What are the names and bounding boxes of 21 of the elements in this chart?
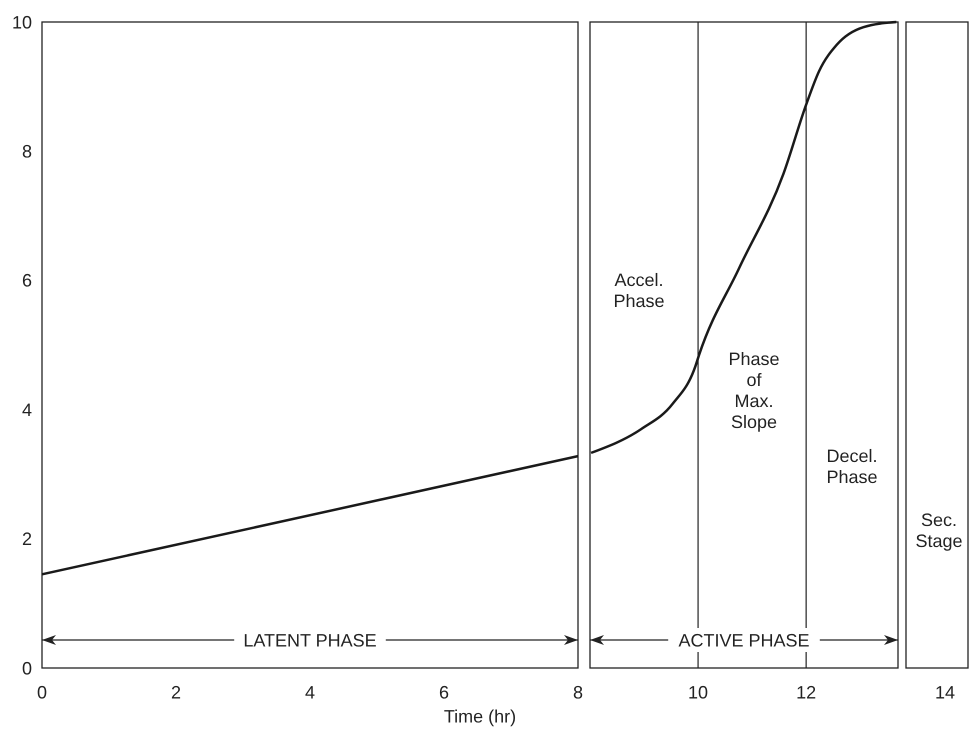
y-tick-label: 8 (22, 142, 32, 162)
y-tick-label: 2 (22, 529, 32, 550)
text: Sec. Stage (915, 510, 963, 551)
annotation: LATENT PHASE (243, 630, 377, 650)
x-tick-label: 0 (36, 682, 48, 702)
x-tick-label: 10 (688, 682, 708, 702)
x-tick-label: 2 (170, 682, 182, 702)
x-tick-label: 6 (438, 682, 450, 702)
annotation: Decel. Phase (826, 446, 878, 487)
annotation: Accel. Phase (613, 270, 665, 311)
x-tick-label: 12 (796, 682, 816, 702)
x-tick-label: 4 (304, 682, 316, 702)
y-tick-label: 10 (12, 12, 32, 32)
x-tick-label: 8 (572, 682, 584, 702)
annotation: ACTIVE PHASE (678, 630, 810, 650)
x-axis-title: Time (hr) (444, 706, 516, 726)
annotation: Phase of Max. Slope (728, 348, 780, 432)
text: 14 (934, 682, 956, 702)
y-tick-label: 4 (22, 400, 32, 420)
y-tick-label: 6 (22, 270, 32, 291)
y-tick-label: 0 (22, 658, 32, 678)
